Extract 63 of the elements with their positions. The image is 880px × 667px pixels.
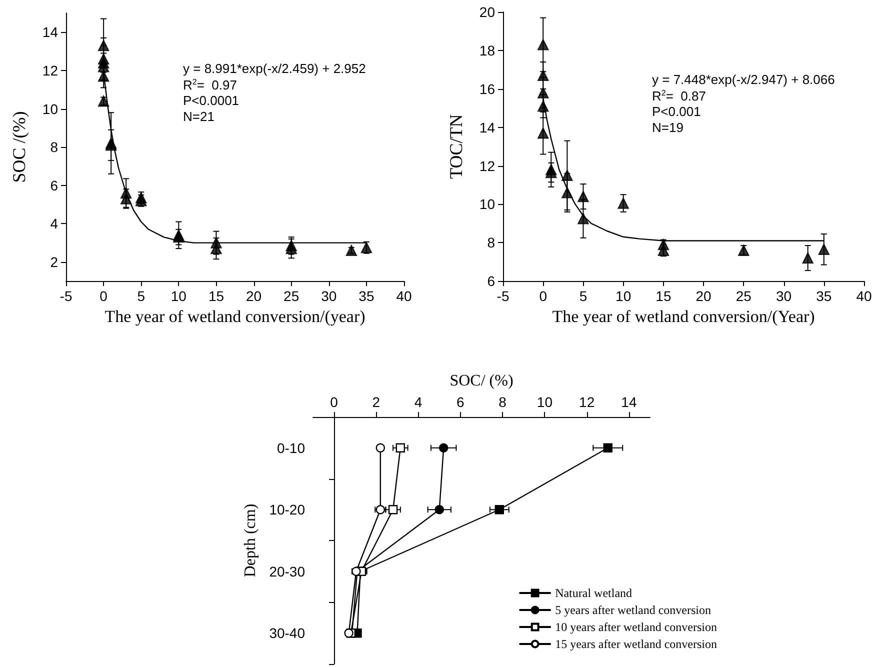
y-tick-label: 16 <box>479 80 496 97</box>
legend-label: 15 years after wetland conversion <box>555 637 717 651</box>
x-axis-title: SOC/ (%) <box>450 372 514 390</box>
legend-label: Natural wetland <box>555 586 632 600</box>
x-tick-label: 30 <box>321 288 337 304</box>
x-axis-title: The year of wetland conversion/(Year) <box>552 307 815 326</box>
annotation: P<0.001 <box>652 104 701 119</box>
y-tick-label: 14 <box>479 119 496 136</box>
y-tick-label: 2 <box>50 254 58 270</box>
y-tick-label: 0-10 <box>276 440 306 456</box>
y-axis-title: Depth (cm) <box>242 504 259 578</box>
x-tick-label: -5 <box>496 288 510 304</box>
x-tick-label: 20 <box>246 288 262 304</box>
x-tick-label: 5 <box>579 288 588 304</box>
x-tick-label: 8 <box>498 394 507 410</box>
x-tick-label: 35 <box>358 288 374 304</box>
x-tick-label: 4 <box>414 394 422 410</box>
y-tick-label: 10 <box>42 100 58 117</box>
annotation: N=21 <box>183 109 214 124</box>
y-tick-label: 12 <box>42 62 58 78</box>
x-tick-label: 10 <box>536 394 553 410</box>
y-tick-label: 18 <box>479 42 496 58</box>
y-tick-label: 12 <box>479 158 496 174</box>
x-tick-label: 6 <box>456 394 465 410</box>
y-tick-label: 4 <box>50 216 58 232</box>
y-axis-title: TOC/TN <box>446 114 466 179</box>
x-tick-label: 10 <box>616 288 632 304</box>
x-tick-label: -5 <box>60 288 72 304</box>
x-tick-label: 25 <box>284 288 300 304</box>
x-tick-label: 5 <box>137 288 146 304</box>
y-tick-label: 10 <box>479 196 496 212</box>
x-tick-label: 30 <box>776 288 792 304</box>
y-tick-label: 10-20 <box>269 502 306 518</box>
annotation: N=19 <box>652 120 684 135</box>
x-tick-label: 12 <box>579 394 595 410</box>
y-tick-label: 6 <box>487 273 496 290</box>
y-tick-label: 14 <box>42 24 58 40</box>
x-tick-label: 40 <box>856 288 872 304</box>
y-tick-label: 20-30 <box>269 563 306 580</box>
x-tick-label: 2 <box>372 394 380 410</box>
x-tick-label: 0 <box>330 394 338 410</box>
x-tick-label: 0 <box>100 288 108 304</box>
x-tick-label: 15 <box>208 288 224 304</box>
annotation: y = 7.448*exp(-x/2.947) + 8.066 <box>652 72 835 87</box>
annotation: P<0.0001 <box>183 93 240 108</box>
legend-label: 5 years after wetland conversion <box>555 603 711 617</box>
y-tick-label: 8 <box>487 234 496 251</box>
x-tick-label: 40 <box>396 288 412 304</box>
x-tick-label: 25 <box>736 288 752 304</box>
x-tick-label: 35 <box>816 288 832 304</box>
y-tick-label: 30-40 <box>269 625 306 642</box>
y-tick-label: 6 <box>50 177 58 194</box>
x-tick-label: 15 <box>656 288 672 304</box>
legend-label: 10 years after wetland conversion <box>555 620 717 634</box>
x-tick-label: 10 <box>170 288 187 304</box>
x-axis-title: The year of wetland conversion/(year) <box>104 307 366 326</box>
y-tick-label: 20 <box>479 4 496 20</box>
y-tick-label: 8 <box>50 139 58 156</box>
annotation: y = 8.991*exp(-x/2.459) + 2.952 <box>183 61 366 76</box>
x-tick-label: 20 <box>696 288 712 304</box>
x-tick-label: 0 <box>539 288 548 304</box>
y-axis-title: SOC /(%) <box>9 111 29 183</box>
x-tick-label: 14 <box>621 394 637 410</box>
